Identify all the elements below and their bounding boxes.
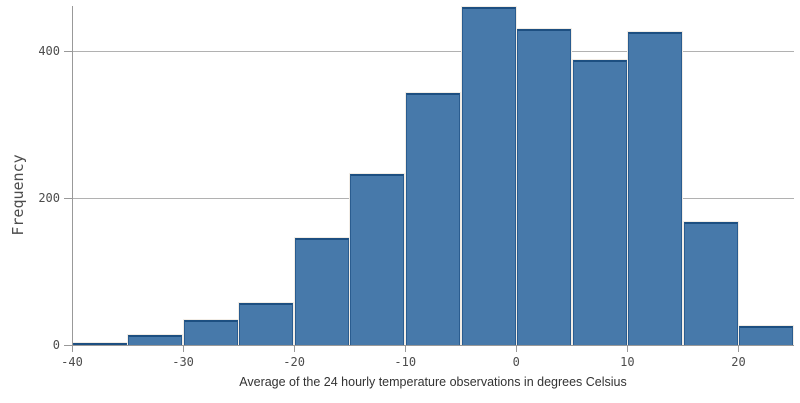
histogram-bar[interactable] bbox=[461, 6, 516, 345]
x-tick-label: 10 bbox=[620, 355, 635, 369]
x-tick-label: 0 bbox=[512, 355, 520, 369]
histogram-bar[interactable] bbox=[239, 303, 294, 345]
histogram-bar[interactable] bbox=[517, 28, 572, 345]
histogram-bar[interactable] bbox=[572, 60, 627, 345]
histogram-bar[interactable] bbox=[683, 222, 738, 345]
x-tick-mark bbox=[183, 346, 185, 352]
y-tick-label: 0 bbox=[52, 338, 60, 352]
histogram-bar[interactable] bbox=[405, 92, 460, 345]
x-axis-line bbox=[72, 345, 794, 346]
x-tick-label: 20 bbox=[731, 355, 746, 369]
x-tick-mark bbox=[627, 346, 629, 352]
histogram-bar[interactable] bbox=[628, 32, 683, 345]
histogram-bar[interactable] bbox=[739, 325, 794, 345]
y-tick-mark bbox=[64, 50, 72, 52]
histogram-bar[interactable] bbox=[294, 237, 349, 345]
y-tick-label: 400 bbox=[38, 43, 60, 58]
x-tick-label: -10 bbox=[394, 355, 417, 369]
histogram-bar[interactable] bbox=[350, 174, 405, 345]
x-tick-mark bbox=[738, 346, 740, 352]
y-tick-mark bbox=[64, 197, 72, 199]
x-tick-mark bbox=[405, 346, 407, 352]
y-tick-label: 200 bbox=[38, 190, 60, 205]
x-tick-mark bbox=[294, 346, 296, 352]
histogram-bar[interactable] bbox=[183, 319, 238, 345]
y-gridline bbox=[72, 50, 794, 52]
x-tick-mark bbox=[72, 346, 73, 352]
histogram-bar[interactable] bbox=[72, 342, 127, 345]
y-axis-line bbox=[72, 6, 73, 345]
x-tick-label: -30 bbox=[172, 355, 194, 369]
x-axis-title: Average of the 24 hourly temperature obs… bbox=[239, 375, 627, 389]
x-tick-mark bbox=[516, 346, 518, 352]
histogram-bar[interactable] bbox=[128, 335, 183, 345]
y-tick-mark bbox=[64, 345, 72, 346]
x-tick-label: -20 bbox=[283, 355, 305, 369]
x-tick-label: -40 bbox=[61, 355, 83, 369]
